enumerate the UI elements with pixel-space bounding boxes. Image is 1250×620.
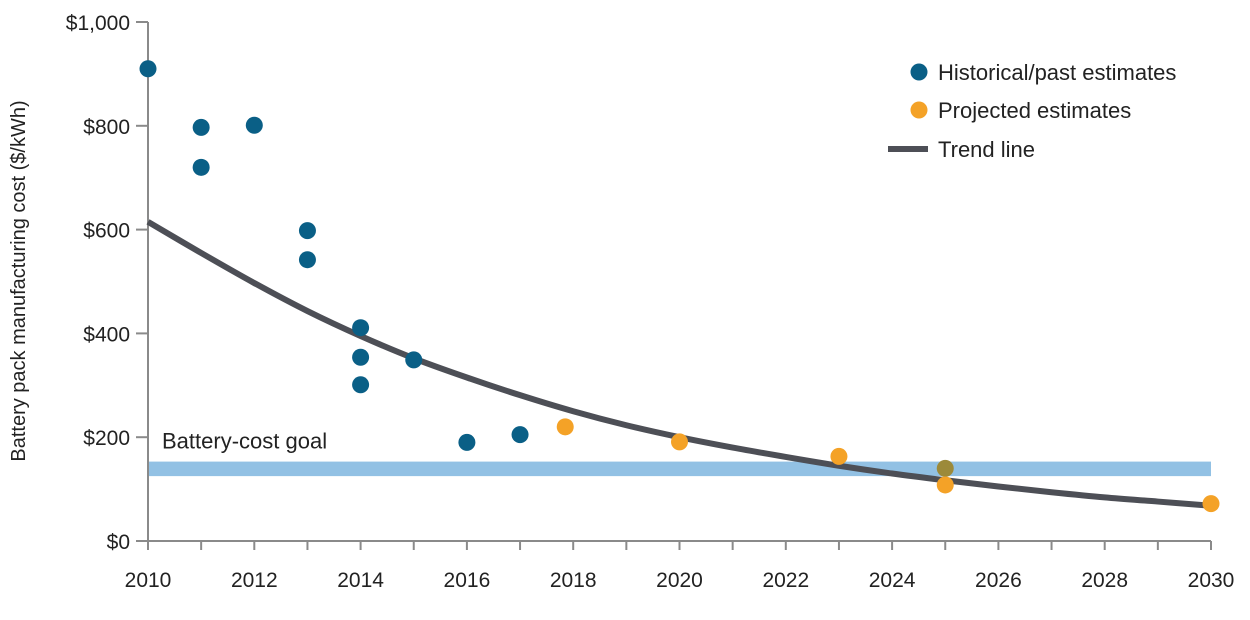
projected-point bbox=[556, 418, 574, 436]
historical-point bbox=[352, 319, 370, 337]
legend-label: Historical/past estimates bbox=[938, 60, 1176, 85]
historical-point bbox=[298, 251, 316, 269]
legend-label: Projected estimates bbox=[938, 98, 1131, 123]
y-tick-label: $400 bbox=[83, 323, 130, 346]
projected-point bbox=[1202, 495, 1220, 513]
historical-point bbox=[458, 433, 476, 451]
x-tick-label: 2030 bbox=[1188, 569, 1235, 592]
historical-point bbox=[245, 116, 263, 134]
x-tick-label: 2028 bbox=[1081, 569, 1128, 592]
projected-point bbox=[671, 433, 688, 451]
historical-point bbox=[352, 348, 370, 366]
axes: $0 $200 $400 $600 $800 $1,000 2010 2012 2014 2016… bbox=[66, 12, 1235, 592]
projected-point bbox=[936, 476, 954, 494]
historical-point bbox=[298, 222, 316, 240]
x-tick-label: 2010 bbox=[125, 569, 172, 592]
y-axis-title: Battery pack manufacturing cost ($/kWh) bbox=[8, 100, 30, 461]
y-tick-label: $800 bbox=[83, 116, 130, 139]
x-tick-label: 2024 bbox=[869, 569, 916, 592]
legend-marker bbox=[910, 101, 928, 119]
projected-point bbox=[936, 459, 954, 477]
legend: Historical/past estimates Projected estim… bbox=[888, 60, 1176, 162]
legend-label: Trend line bbox=[938, 137, 1035, 162]
x-tick-label: 2022 bbox=[762, 569, 809, 592]
x-tick-label: 2016 bbox=[444, 569, 491, 592]
goal-band bbox=[148, 461, 1211, 477]
historical-point bbox=[405, 351, 423, 369]
x-tick-label: 2012 bbox=[231, 569, 278, 592]
x-tick-label: 2026 bbox=[975, 569, 1022, 592]
y-tick-label: $0 bbox=[107, 531, 130, 554]
x-tick-label: 2014 bbox=[337, 569, 384, 592]
historical-point bbox=[352, 376, 370, 394]
projected-point bbox=[830, 447, 848, 465]
x-tick-label: 2018 bbox=[550, 569, 597, 592]
y-tick-label: $600 bbox=[83, 220, 130, 243]
points-layer bbox=[139, 60, 1220, 513]
goal-label: Battery-cost goal bbox=[162, 429, 327, 454]
x-tick-label: 2020 bbox=[656, 569, 703, 592]
y-tick-label: $200 bbox=[83, 427, 130, 450]
legend-marker bbox=[910, 63, 928, 81]
y-tick-label: $1,000 bbox=[66, 12, 130, 35]
historical-point bbox=[192, 158, 210, 176]
historical-point bbox=[192, 118, 210, 136]
historical-point bbox=[511, 426, 529, 444]
historical-point bbox=[139, 60, 157, 78]
